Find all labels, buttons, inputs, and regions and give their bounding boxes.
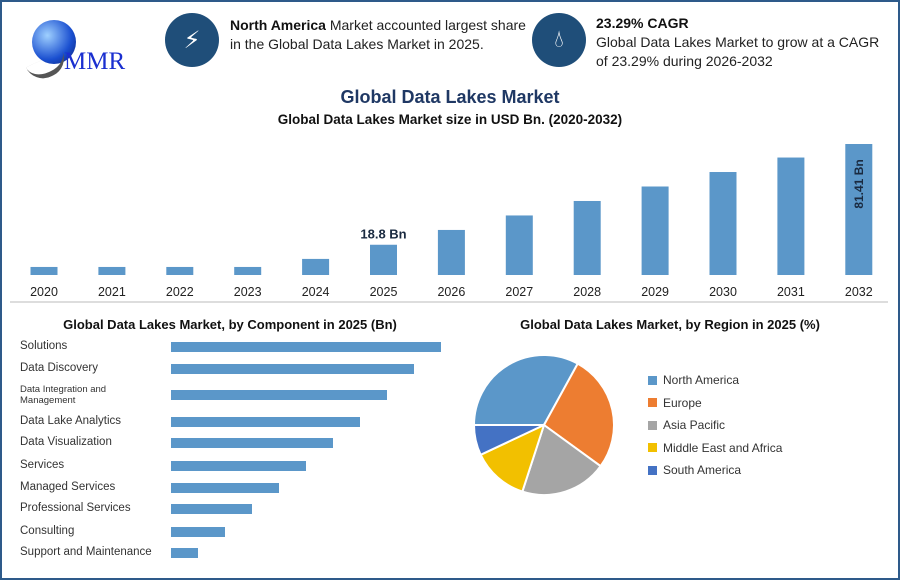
globe-icon [32,20,76,64]
bar-professional-services [171,504,252,514]
market-size-bar-chart: 2020 2021 2022 2023 2024 2025 18.8 Bn 2026 2027 2… [10,144,888,303]
x-tick-label: 2025 [370,285,398,299]
x-tick-label: 2028 [573,285,601,299]
slice-asia-pacific [521,423,603,496]
region-pie-chart [472,354,615,496]
bar-data-integration-and-management [171,390,387,400]
x-tick-label: 2024 [302,285,330,299]
category-label: Data Lake Analytics [20,415,122,427]
category-label: Solutions [20,340,68,352]
legend-label: Asia Pacific [663,418,726,432]
mmr-logo: MMR [25,18,138,85]
legend-swatch [648,420,657,430]
legend-item: North America [648,373,739,387]
legend-label: North America [663,373,740,387]
bar-chart-title: Global Data Lakes Market size in USD Bn.… [277,112,623,127]
x-tick-label: 2029 [641,285,669,299]
category-label: Data Visualization [20,436,112,448]
bar-2024 [302,258,330,275]
legend-item: South America [648,463,741,477]
bar-2029 [641,186,669,275]
category-label: Professional Services [20,502,131,514]
info2-text: Global Data Lakes Market to grow at a CA… [596,34,880,69]
x-tick-label: 2021 [98,285,126,299]
data-label: 81.41 Bn [852,159,866,208]
category-label: Data Integration and Management [20,384,107,406]
slice-north-america [472,354,580,426]
bar-consulting [171,527,225,537]
legend-item: Europe [648,396,702,410]
lightning-icon: ⚡︎ [165,13,219,67]
bar-2023 [234,266,262,275]
bar-2025 [370,244,397,275]
growth-drop-icon: 💧︎ [532,13,586,67]
bar-2021 [98,266,126,275]
x-tick-label: 2031 [777,285,805,299]
component-chart-title: Global Data Lakes Market, by Component i… [63,317,397,332]
x-tick-label: 2022 [166,285,194,299]
x-tick-label: 2020 [30,285,58,299]
bar-data-visualization [171,438,333,448]
info1-bold: North America [230,17,326,33]
legend-item: Middle East and Africa [648,441,782,455]
category-label: Support and Maintenance [20,546,152,558]
bar-2026 [437,229,465,275]
logo-text: MMR [64,48,126,75]
bar-data-lake-analytics [171,417,360,427]
slice-middle-east-and-africa [479,423,546,493]
bar-services [171,461,306,471]
bar-2022 [166,266,194,275]
legend-label: Middle East and Africa [663,440,783,455]
legend-label: South America [663,463,742,477]
x-tick-label: 2027 [505,285,533,299]
region-chart-title: Global Data Lakes Market, by Region in 2… [520,317,820,332]
bar-2031 [777,157,805,275]
bar-managed-services [171,483,279,493]
legend-item: Asia Pacific [648,418,725,432]
category-label: Consulting [20,525,75,537]
x-tick-label: 2032 [845,285,873,299]
info-cagr: 23.29% CAGR Global Data Lakes Market to … [596,14,886,71]
x-tick-label: 2023 [234,285,262,299]
legend-swatch [648,398,657,407]
x-tick-label: 2026 [437,285,465,299]
slice-europe [542,362,615,468]
slice-south-america [472,424,545,457]
info-north-america: North America Market accounted largest s… [230,16,530,54]
bar-solutions [171,342,441,352]
info2-bold: 23.29% CAGR [596,15,689,31]
bar-support-and-maintenance [171,548,198,558]
bar-2030 [709,172,737,275]
main-title: Global Data Lakes Market [340,87,560,107]
x-tick-label: 2030 [709,285,737,299]
category-label: Managed Services [20,481,116,493]
category-label: Data Discovery [20,362,98,374]
category-label: Services [20,459,65,471]
legend-swatch [648,375,657,385]
bar-2028 [573,200,601,275]
legend-label: Europe [663,395,702,410]
legend-swatch [648,443,657,452]
data-label: 18.8 Bn [360,227,406,242]
legend-swatch [648,465,657,475]
bar-2020 [30,266,58,275]
bar-2032 [845,144,873,275]
bar-2027 [505,215,533,275]
info1-text: Market accounted largest share in the Gl… [230,17,526,52]
bar-data-discovery [171,364,414,374]
